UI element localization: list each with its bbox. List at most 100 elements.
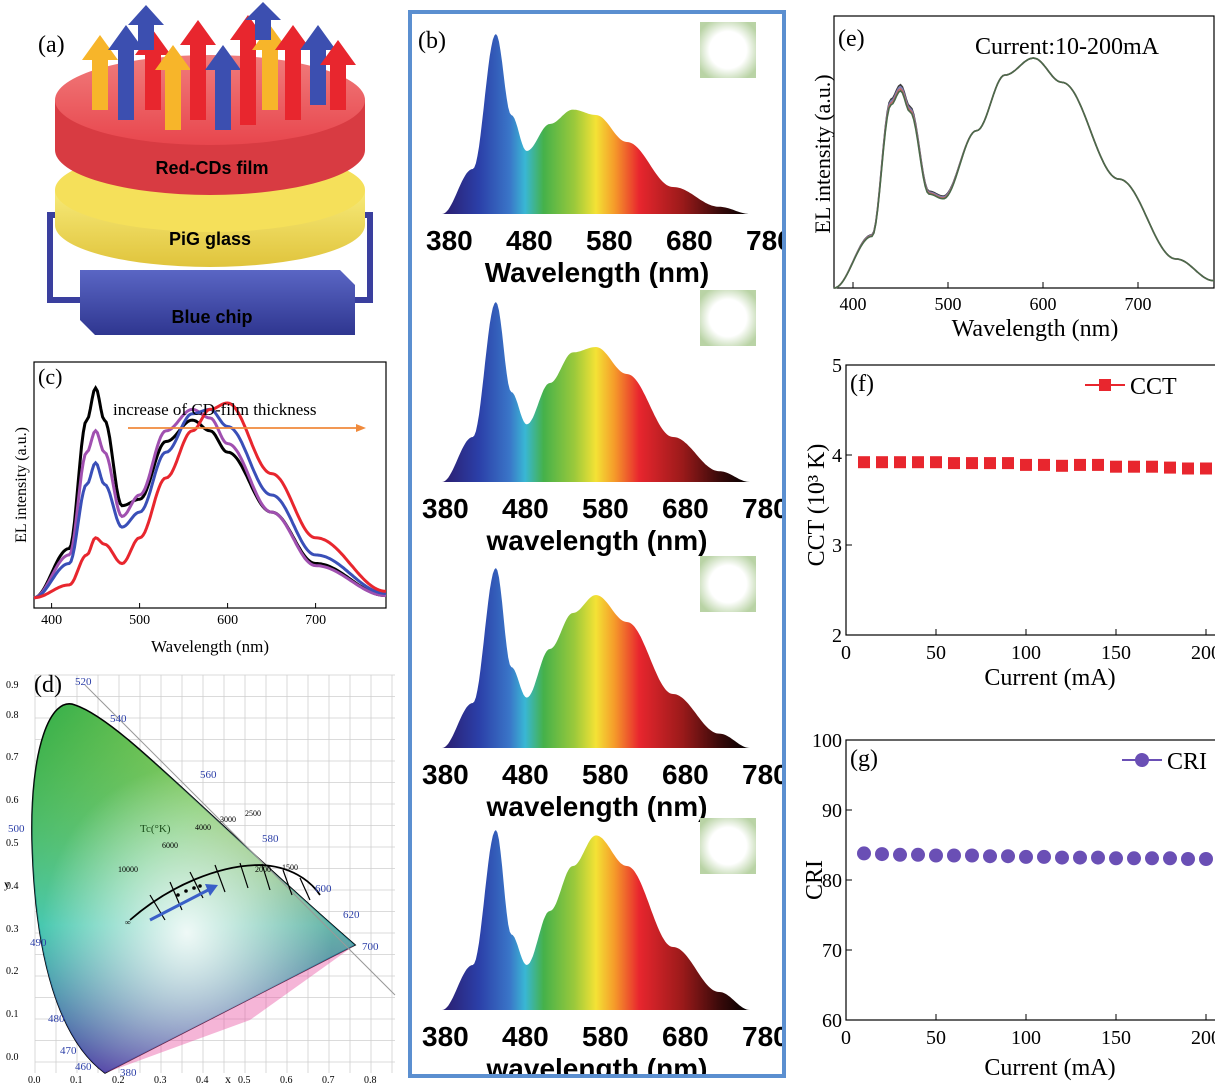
- led-photo-4: [700, 818, 756, 874]
- legend-cri-label: CRI: [1167, 749, 1207, 775]
- svg-text:0.8: 0.8: [6, 710, 19, 721]
- svg-text:0.3: 0.3: [6, 924, 19, 935]
- led-photo-3: [700, 556, 756, 612]
- panel-g-label: (g): [850, 746, 878, 772]
- data-point: [1091, 850, 1105, 865]
- data-point: [1001, 849, 1015, 864]
- spectrum-tick-label: 680: [662, 493, 709, 524]
- layer-label-red-cds-film: Red-CDs film: [155, 158, 268, 178]
- led-photo-1: [700, 22, 756, 78]
- y-tick-label: 80: [822, 870, 842, 892]
- data-point: [965, 848, 979, 863]
- spectrum-tick-label: 780: [742, 493, 782, 524]
- svg-text:0.4: 0.4: [6, 881, 19, 892]
- data-point: [911, 847, 925, 862]
- spectrum-xlabel-3: wavelength (nm): [486, 791, 708, 822]
- emission-arrows: [82, 2, 356, 130]
- panel-f-ylabel: CCT (10³ K): [804, 444, 830, 567]
- x-tick-label: 700: [305, 613, 326, 628]
- x-tick-label: 200: [1191, 1027, 1215, 1049]
- svg-text:10000: 10000: [118, 865, 138, 874]
- el-curve-4: [833, 57, 1215, 289]
- x-tick-label: 400: [41, 613, 62, 628]
- svg-text:520: 520: [75, 676, 92, 688]
- data-point: [1020, 458, 1032, 471]
- svg-text:500: 500: [8, 823, 25, 835]
- data-point: [948, 457, 960, 470]
- cie-shift-arrow: [149, 886, 213, 922]
- x-tick-label: 500: [129, 613, 150, 628]
- y-tick-label: 70: [822, 940, 842, 962]
- svg-text:380: 380: [120, 1067, 137, 1079]
- svg-text:0.8: 0.8: [364, 1075, 377, 1084]
- svg-text:∞: ∞: [125, 918, 131, 927]
- panel-g-ylabel: CRI: [802, 860, 828, 900]
- spectrum-xlabel-1: Wavelength (nm): [485, 257, 710, 288]
- spectrum-tick-label: 580: [582, 493, 629, 524]
- data-point: [1128, 460, 1140, 473]
- data-point: [1181, 852, 1195, 866]
- el-curve-2: [33, 407, 387, 600]
- x-tick-label: 50: [926, 1027, 946, 1049]
- spectrum-tick-label: 480: [502, 1021, 549, 1052]
- data-point: [984, 457, 996, 470]
- data-point: [857, 846, 871, 861]
- panel-b-label: (b): [418, 28, 446, 54]
- x-tick-label: 0: [841, 642, 851, 664]
- spectrum-area-3: [442, 568, 750, 748]
- spectrum-area-4: [442, 830, 750, 1010]
- svg-text:490: 490: [30, 937, 47, 949]
- panel-d-cie-diagram: Tc(°K) 10000 6000 4000 3000 2500 2000 1500 ∞ 5…: [4, 672, 396, 1084]
- svg-text:580: 580: [262, 833, 279, 845]
- spectrum-tick-label: 780: [746, 225, 782, 256]
- data-point: [1056, 459, 1068, 472]
- panel-a-label: (a): [38, 32, 65, 58]
- svg-text:0.7: 0.7: [6, 752, 19, 763]
- svg-text:0.9: 0.9: [6, 680, 19, 691]
- data-point: [894, 456, 906, 469]
- data-point: [1146, 460, 1158, 473]
- wavelength-labels: 520 540 560 580 600 620 700 500 490 480 470 460 3…: [8, 676, 379, 1079]
- spectrum-tick-label: 780: [742, 1021, 782, 1052]
- x-tick-label: 500: [935, 294, 962, 314]
- panel-g-cri: (g) CRI CRI Current (mA) 0 50 100 150 200 60 7…: [802, 730, 1215, 1081]
- layer-label-blue-chip: Blue chip: [171, 307, 252, 327]
- data-point: [1092, 458, 1104, 471]
- x-tick-label: 100: [1011, 642, 1041, 664]
- svg-text:480: 480: [48, 1013, 65, 1025]
- data-point: [912, 456, 924, 469]
- x-tick-label: 150: [1101, 642, 1131, 664]
- svg-text:620: 620: [343, 909, 360, 921]
- legend-cct: CCT: [1085, 374, 1177, 400]
- data-point: [858, 456, 870, 469]
- svg-text:0.1: 0.1: [70, 1075, 83, 1084]
- data-point: [1074, 458, 1086, 471]
- cie-axis-ticks: 0.9 0.8 0.7 0.6 0.5 0.4 0.3 0.2 0.1 0.0 0.0 0.1 0.…: [6, 680, 377, 1084]
- y-tick-label: 3: [832, 535, 842, 557]
- y-tick-label: 100: [812, 730, 842, 752]
- svg-text:3000: 3000: [220, 815, 236, 824]
- x-tick-label: 200: [1191, 642, 1215, 664]
- layer-label-pig-glass: PiG glass: [169, 229, 251, 249]
- data-point: [875, 847, 889, 862]
- el-curve-3: [833, 57, 1215, 289]
- data-point: [1109, 851, 1123, 866]
- x-tick-label: 150: [1101, 1027, 1131, 1049]
- svg-text:0.2: 0.2: [112, 1075, 125, 1084]
- panel-a-device-schematic: Blue chip PiG glass Red-CDs film (a): [38, 2, 373, 335]
- panel-c-el-spectra: (c) increase of CD-film thickness EL int…: [13, 361, 387, 656]
- spectrum-tick-label: 780: [742, 759, 782, 790]
- data-point: [1127, 851, 1141, 866]
- y-tick-label: 60: [822, 1010, 842, 1032]
- svg-text:2000: 2000: [255, 865, 271, 874]
- panel-e-xlabel: Wavelength (nm): [952, 316, 1119, 342]
- panel-b-spectra-box: [408, 10, 786, 1078]
- y-tick-label: 5: [832, 355, 842, 377]
- x-tick-label: 700: [1125, 294, 1152, 314]
- panel-c-xlabel: Wavelength (nm): [151, 637, 269, 656]
- data-point: [1002, 457, 1014, 470]
- svg-text:0.6: 0.6: [280, 1075, 293, 1084]
- el-curve-1: [33, 385, 387, 600]
- spectrum-tick-label: 480: [502, 493, 549, 524]
- svg-text:0.7: 0.7: [322, 1075, 335, 1084]
